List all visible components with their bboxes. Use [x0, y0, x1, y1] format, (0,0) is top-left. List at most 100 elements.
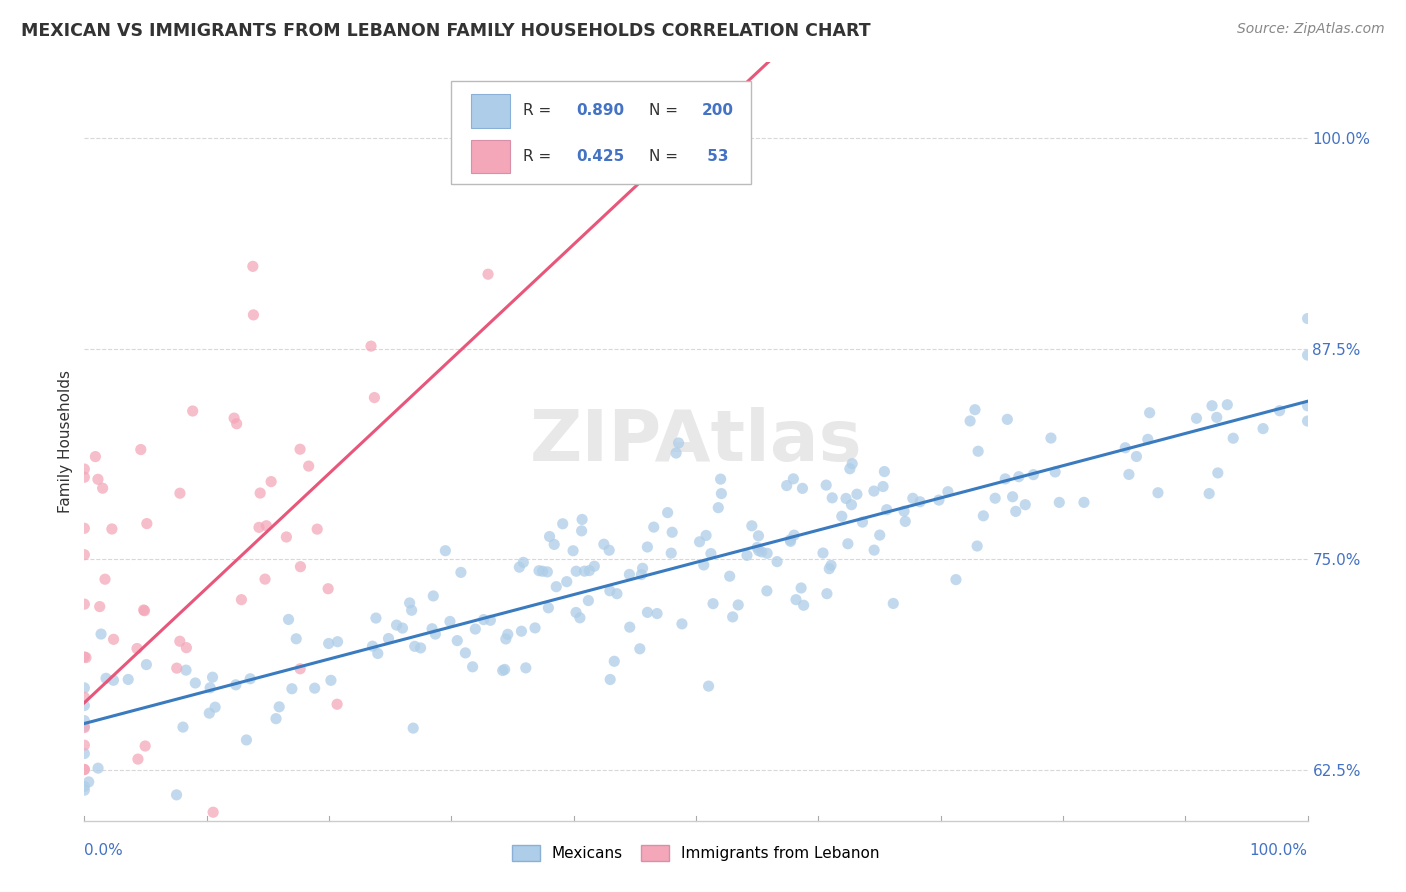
Point — [401, 603, 423, 617]
Point — [546, 580, 568, 594]
Point — [495, 632, 517, 646]
Point — [269, 699, 291, 714]
Point — [815, 478, 838, 492]
Point — [1043, 465, 1066, 479]
Point — [815, 587, 838, 601]
Point — [838, 462, 860, 476]
Point — [908, 495, 931, 509]
Point — [91, 481, 114, 495]
Point — [73, 462, 96, 476]
Point — [464, 622, 486, 636]
Point — [89, 599, 111, 614]
Point — [1118, 467, 1140, 482]
Point — [756, 546, 779, 560]
Point — [598, 543, 620, 558]
Text: 200: 200 — [702, 103, 734, 119]
Point — [571, 524, 593, 538]
Point — [87, 472, 110, 486]
Point — [73, 690, 96, 705]
Point — [103, 673, 125, 688]
Point — [1251, 421, 1274, 435]
Point — [1206, 466, 1229, 480]
Point — [928, 493, 950, 508]
Point — [125, 641, 148, 656]
Point — [477, 267, 499, 281]
Point — [748, 543, 770, 558]
Point — [697, 679, 720, 693]
Point — [592, 537, 614, 551]
Point — [398, 596, 420, 610]
Point — [242, 308, 264, 322]
Point — [543, 537, 565, 551]
FancyBboxPatch shape — [451, 81, 751, 184]
Point — [363, 391, 385, 405]
Point — [117, 673, 139, 687]
Point — [820, 558, 842, 573]
Point — [741, 518, 763, 533]
Point — [202, 805, 225, 820]
Point — [695, 528, 717, 542]
Point — [619, 620, 641, 634]
Point — [1022, 467, 1045, 482]
Point — [873, 465, 896, 479]
Point — [790, 581, 813, 595]
Point — [845, 487, 868, 501]
FancyBboxPatch shape — [471, 140, 510, 173]
Point — [73, 780, 96, 794]
Point — [776, 478, 799, 492]
Point — [524, 621, 547, 635]
Point — [821, 491, 844, 505]
Text: N =: N = — [650, 103, 683, 119]
Point — [73, 681, 96, 695]
Point — [657, 506, 679, 520]
Point — [901, 491, 924, 506]
Point — [134, 604, 156, 618]
Point — [841, 498, 863, 512]
Point — [276, 530, 298, 544]
Point — [420, 622, 443, 636]
Point — [494, 662, 516, 676]
Point — [747, 529, 769, 543]
Point — [707, 500, 730, 515]
Point — [367, 647, 389, 661]
Point — [434, 543, 457, 558]
Point — [184, 676, 207, 690]
Point — [472, 613, 495, 627]
Point — [603, 654, 626, 668]
Text: ZIPAtlas: ZIPAtlas — [530, 407, 862, 476]
Point — [751, 545, 773, 559]
Point — [84, 450, 107, 464]
Point — [77, 775, 100, 789]
Point — [1185, 411, 1208, 425]
Point — [135, 657, 157, 672]
Point — [254, 518, 277, 533]
Point — [1296, 399, 1319, 413]
Text: 0.0%: 0.0% — [84, 844, 124, 858]
Point — [574, 564, 596, 578]
Text: N =: N = — [650, 149, 683, 164]
Point — [606, 587, 628, 601]
Point — [1001, 490, 1024, 504]
Point — [747, 541, 769, 555]
Point — [73, 763, 96, 777]
Point — [73, 698, 96, 713]
Point — [643, 520, 665, 534]
Point — [972, 508, 994, 523]
Point — [364, 611, 387, 625]
Point — [779, 534, 801, 549]
Point — [966, 539, 988, 553]
Point — [264, 712, 287, 726]
Point — [235, 733, 257, 747]
Point — [73, 738, 96, 752]
Point — [583, 559, 606, 574]
Point — [73, 597, 96, 611]
Point — [281, 681, 304, 696]
Point — [565, 564, 588, 578]
Point — [628, 641, 651, 656]
Point — [225, 678, 247, 692]
Text: 0.425: 0.425 — [576, 149, 624, 164]
Point — [361, 639, 384, 653]
Point — [224, 411, 246, 425]
Point — [446, 633, 468, 648]
Point — [377, 632, 399, 646]
